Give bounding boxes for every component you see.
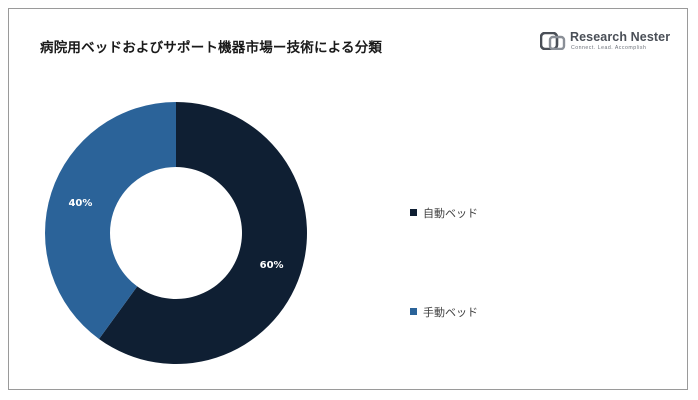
legend-swatch — [410, 209, 417, 216]
legend-label: 自動ベッド — [423, 207, 478, 220]
donut-data-label-2: 40% — [68, 198, 92, 209]
logo-tagline: Connect. Lead. Accomplish — [571, 45, 647, 51]
chart-title: 病院用ベッドおよびサポート機器市場ー技術による分類 — [40, 40, 383, 56]
donut-slice-2 — [44, 102, 176, 339]
logo-name: Research Nester — [570, 30, 671, 44]
legend-swatch — [410, 308, 417, 315]
donut-data-label-1: 60% — [260, 260, 284, 271]
research-nester-logo: Research Nester Connect. Lead. Accomplis… — [540, 30, 670, 54]
logo-mark-icon — [540, 32, 566, 50]
donut-slice-1 — [99, 102, 308, 364]
legend-label: 手動ベッド — [423, 306, 478, 319]
donut-data-labels: 60% 40% — [68, 198, 283, 271]
legend-item-2: 手動ベッド — [410, 306, 478, 320]
donut-slices — [44, 102, 308, 364]
legend-item-1: 自動ベッド — [410, 207, 478, 221]
